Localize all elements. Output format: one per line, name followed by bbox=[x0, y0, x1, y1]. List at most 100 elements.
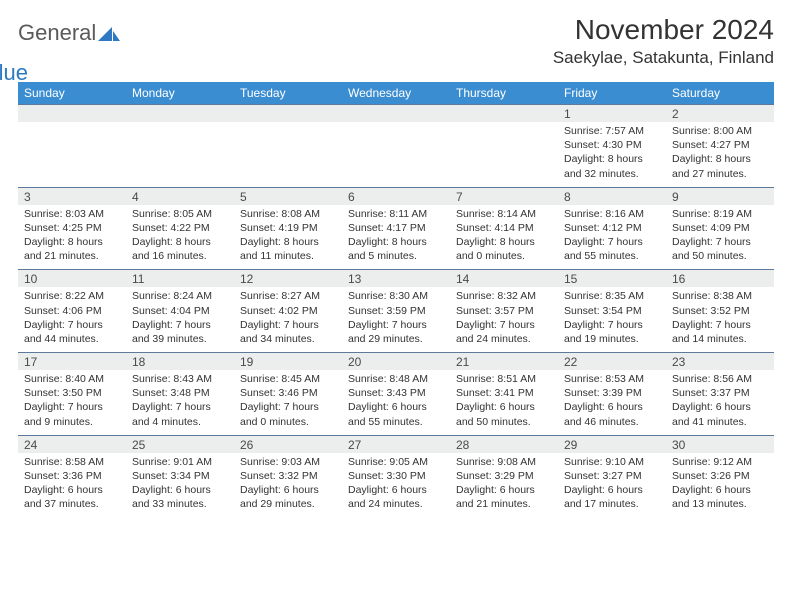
day-number-cell: 22 bbox=[558, 353, 666, 371]
day-details-cell: Sunrise: 9:10 AMSunset: 3:27 PMDaylight:… bbox=[558, 453, 666, 518]
day-details-cell: Sunrise: 8:14 AMSunset: 4:14 PMDaylight:… bbox=[450, 205, 558, 270]
sunset-text: Sunset: 3:43 PM bbox=[348, 386, 444, 400]
day-details-cell: Sunrise: 8:16 AMSunset: 4:12 PMDaylight:… bbox=[558, 205, 666, 270]
daylight-text: Daylight: 7 hours and 39 minutes. bbox=[132, 318, 228, 346]
weekday-header: Saturday bbox=[666, 82, 774, 105]
daylight-text: Daylight: 7 hours and 55 minutes. bbox=[564, 235, 660, 263]
day-details-cell: Sunrise: 8:35 AMSunset: 3:54 PMDaylight:… bbox=[558, 287, 666, 352]
day-number-cell: 5 bbox=[234, 187, 342, 205]
location-text: Saekylae, Satakunta, Finland bbox=[553, 48, 774, 68]
sunset-text: Sunset: 3:39 PM bbox=[564, 386, 660, 400]
sunset-text: Sunset: 4:14 PM bbox=[456, 221, 552, 235]
daylight-text: Daylight: 6 hours and 46 minutes. bbox=[564, 400, 660, 428]
day-details-cell: Sunrise: 8:11 AMSunset: 4:17 PMDaylight:… bbox=[342, 205, 450, 270]
day-number-cell bbox=[126, 105, 234, 123]
sunset-text: Sunset: 4:09 PM bbox=[672, 221, 768, 235]
day-number-cell bbox=[18, 105, 126, 123]
day-number-cell bbox=[450, 105, 558, 123]
day-number-cell: 26 bbox=[234, 435, 342, 453]
day-number-cell: 3 bbox=[18, 187, 126, 205]
sunset-text: Sunset: 3:27 PM bbox=[564, 469, 660, 483]
daylight-text: Daylight: 8 hours and 11 minutes. bbox=[240, 235, 336, 263]
day-details-cell bbox=[18, 122, 126, 187]
brand-general-text: General bbox=[18, 20, 96, 45]
sunset-text: Sunset: 3:50 PM bbox=[24, 386, 120, 400]
day-number-cell: 20 bbox=[342, 353, 450, 371]
daylight-text: Daylight: 6 hours and 33 minutes. bbox=[132, 483, 228, 511]
sunset-text: Sunset: 3:26 PM bbox=[672, 469, 768, 483]
sunrise-text: Sunrise: 8:03 AM bbox=[24, 207, 120, 221]
day-number-cell bbox=[234, 105, 342, 123]
day-number-cell: 8 bbox=[558, 187, 666, 205]
day-number-cell: 29 bbox=[558, 435, 666, 453]
day-details-cell: Sunrise: 8:40 AMSunset: 3:50 PMDaylight:… bbox=[18, 370, 126, 435]
daylight-text: Daylight: 8 hours and 16 minutes. bbox=[132, 235, 228, 263]
details-row: Sunrise: 7:57 AMSunset: 4:30 PMDaylight:… bbox=[18, 122, 774, 187]
day-details-cell: Sunrise: 8:38 AMSunset: 3:52 PMDaylight:… bbox=[666, 287, 774, 352]
day-number-cell: 21 bbox=[450, 353, 558, 371]
daylight-text: Daylight: 7 hours and 9 minutes. bbox=[24, 400, 120, 428]
sunset-text: Sunset: 4:27 PM bbox=[672, 138, 768, 152]
daylight-text: Daylight: 6 hours and 37 minutes. bbox=[24, 483, 120, 511]
daynum-row: 24252627282930 bbox=[18, 435, 774, 453]
sail-icon bbox=[98, 25, 120, 41]
day-details-cell: Sunrise: 8:53 AMSunset: 3:39 PMDaylight:… bbox=[558, 370, 666, 435]
day-number-cell: 6 bbox=[342, 187, 450, 205]
weekday-header: Friday bbox=[558, 82, 666, 105]
sunset-text: Sunset: 3:41 PM bbox=[456, 386, 552, 400]
daylight-text: Daylight: 6 hours and 17 minutes. bbox=[564, 483, 660, 511]
day-details-cell: Sunrise: 8:51 AMSunset: 3:41 PMDaylight:… bbox=[450, 370, 558, 435]
calendar-table: SundayMondayTuesdayWednesdayThursdayFrid… bbox=[18, 82, 774, 517]
day-number-cell: 7 bbox=[450, 187, 558, 205]
day-details-cell: Sunrise: 8:27 AMSunset: 4:02 PMDaylight:… bbox=[234, 287, 342, 352]
weekday-header: Tuesday bbox=[234, 82, 342, 105]
daylight-text: Daylight: 6 hours and 21 minutes. bbox=[456, 483, 552, 511]
month-title: November 2024 bbox=[553, 14, 774, 46]
sunrise-text: Sunrise: 8:53 AM bbox=[564, 372, 660, 386]
sunset-text: Sunset: 3:52 PM bbox=[672, 304, 768, 318]
sunrise-text: Sunrise: 8:24 AM bbox=[132, 289, 228, 303]
day-number-cell: 23 bbox=[666, 353, 774, 371]
day-number-cell: 28 bbox=[450, 435, 558, 453]
sunset-text: Sunset: 4:25 PM bbox=[24, 221, 120, 235]
day-details-cell: Sunrise: 9:08 AMSunset: 3:29 PMDaylight:… bbox=[450, 453, 558, 518]
daylight-text: Daylight: 7 hours and 50 minutes. bbox=[672, 235, 768, 263]
day-number-cell bbox=[342, 105, 450, 123]
sunset-text: Sunset: 4:12 PM bbox=[564, 221, 660, 235]
daylight-text: Daylight: 7 hours and 0 minutes. bbox=[240, 400, 336, 428]
daylight-text: Daylight: 7 hours and 4 minutes. bbox=[132, 400, 228, 428]
day-number-cell: 9 bbox=[666, 187, 774, 205]
daylight-text: Daylight: 8 hours and 27 minutes. bbox=[672, 152, 768, 180]
daylight-text: Daylight: 8 hours and 5 minutes. bbox=[348, 235, 444, 263]
day-number-cell: 15 bbox=[558, 270, 666, 288]
sunrise-text: Sunrise: 8:35 AM bbox=[564, 289, 660, 303]
sunset-text: Sunset: 3:59 PM bbox=[348, 304, 444, 318]
day-number-cell: 4 bbox=[126, 187, 234, 205]
daylight-text: Daylight: 6 hours and 13 minutes. bbox=[672, 483, 768, 511]
title-block: November 2024 Saekylae, Satakunta, Finla… bbox=[553, 14, 774, 68]
sunset-text: Sunset: 3:46 PM bbox=[240, 386, 336, 400]
sunset-text: Sunset: 4:19 PM bbox=[240, 221, 336, 235]
brand-logo: General Blue bbox=[18, 20, 120, 72]
sunrise-text: Sunrise: 8:38 AM bbox=[672, 289, 768, 303]
day-details-cell: Sunrise: 8:00 AMSunset: 4:27 PMDaylight:… bbox=[666, 122, 774, 187]
sunset-text: Sunset: 4:22 PM bbox=[132, 221, 228, 235]
daylight-text: Daylight: 6 hours and 24 minutes. bbox=[348, 483, 444, 511]
day-number-cell: 11 bbox=[126, 270, 234, 288]
day-number-cell: 1 bbox=[558, 105, 666, 123]
sunrise-text: Sunrise: 9:08 AM bbox=[456, 455, 552, 469]
sunset-text: Sunset: 3:30 PM bbox=[348, 469, 444, 483]
daynum-row: 3456789 bbox=[18, 187, 774, 205]
day-details-cell: Sunrise: 8:56 AMSunset: 3:37 PMDaylight:… bbox=[666, 370, 774, 435]
sunrise-text: Sunrise: 8:27 AM bbox=[240, 289, 336, 303]
day-number-cell: 18 bbox=[126, 353, 234, 371]
sunrise-text: Sunrise: 8:30 AM bbox=[348, 289, 444, 303]
daylight-text: Daylight: 7 hours and 29 minutes. bbox=[348, 318, 444, 346]
sunrise-text: Sunrise: 9:03 AM bbox=[240, 455, 336, 469]
weekday-header-row: SundayMondayTuesdayWednesdayThursdayFrid… bbox=[18, 82, 774, 105]
day-details-cell: Sunrise: 9:01 AMSunset: 3:34 PMDaylight:… bbox=[126, 453, 234, 518]
day-number-cell: 17 bbox=[18, 353, 126, 371]
daylight-text: Daylight: 8 hours and 0 minutes. bbox=[456, 235, 552, 263]
day-number-cell: 14 bbox=[450, 270, 558, 288]
day-number-cell: 30 bbox=[666, 435, 774, 453]
